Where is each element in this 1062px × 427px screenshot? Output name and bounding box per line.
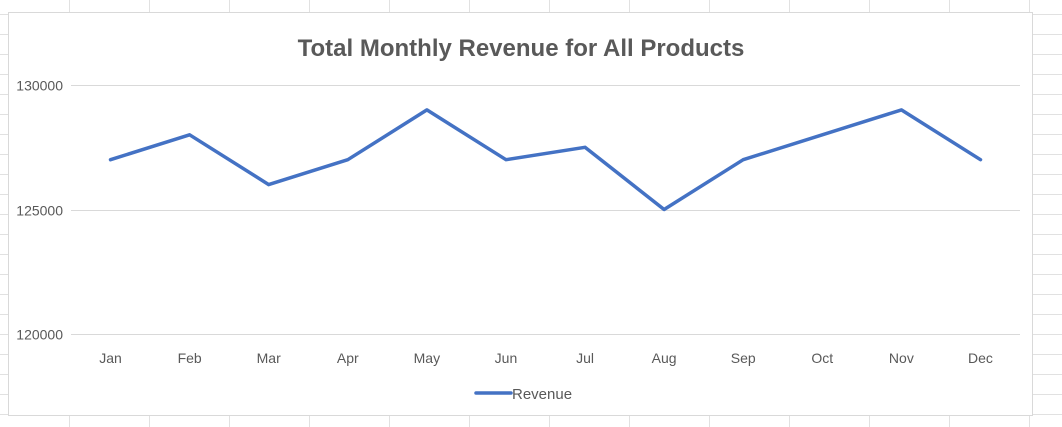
x-tick-label: Feb xyxy=(178,350,202,366)
x-tick-label: Dec xyxy=(968,350,993,366)
y-tick-label: 125000 xyxy=(16,203,63,219)
chart-title: Total Monthly Revenue for All Products xyxy=(298,35,745,62)
chart-area[interactable]: Total Monthly Revenue for All Products 1… xyxy=(8,12,1033,416)
y-axis: 120000 125000 130000 xyxy=(16,78,63,343)
x-tick-label: Jan xyxy=(99,350,122,366)
x-tick-label: Nov xyxy=(889,350,914,366)
x-tick-label: Mar xyxy=(257,350,281,366)
x-tick-label: Jun xyxy=(495,350,518,366)
series-line-revenue[interactable] xyxy=(108,108,983,212)
x-tick-label: Oct xyxy=(811,350,833,366)
x-tick-label: Jul xyxy=(576,350,594,366)
x-axis: Jan Feb Mar Apr May Jun Jul Aug Sep Oct Nov Dec xyxy=(99,350,993,366)
x-tick-label: Aug xyxy=(652,350,677,366)
y-tick-label: 130000 xyxy=(16,78,63,94)
x-tick-label: May xyxy=(414,350,440,366)
x-tick-label: Sep xyxy=(731,350,756,366)
y-tick-label: 120000 xyxy=(16,327,63,343)
x-tick-label: Apr xyxy=(337,350,359,366)
legend-label-revenue: Revenue xyxy=(512,386,572,403)
gridlines xyxy=(71,85,1020,335)
series-layer xyxy=(108,108,983,212)
line-chart: Total Monthly Revenue for All Products 1… xyxy=(16,35,1020,403)
legend[interactable]: Revenue xyxy=(474,386,572,403)
